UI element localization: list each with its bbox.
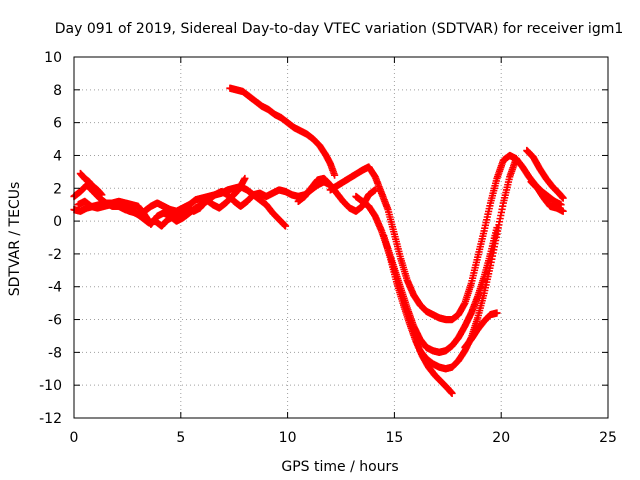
series-arc-e xyxy=(294,174,379,215)
y-tick-label: 2 xyxy=(53,181,62,197)
x-tick-label: 25 xyxy=(599,430,617,446)
y-tick-label: 0 xyxy=(53,214,62,230)
y-axis-label: SDTVAR / TECUs xyxy=(7,182,23,297)
series-arc-g xyxy=(326,151,565,324)
y-tick-label: 4 xyxy=(53,148,62,164)
x-tick-label: 0 xyxy=(70,430,79,446)
data-points xyxy=(70,84,567,397)
y-tick-label: -10 xyxy=(39,378,62,394)
series-arc-i xyxy=(380,232,456,397)
series-arc-c xyxy=(74,174,249,230)
plot-frame xyxy=(73,56,609,419)
series-arc-j xyxy=(416,155,520,373)
series-arc-k xyxy=(461,309,501,352)
y-tick-label: 8 xyxy=(53,83,62,99)
data-point xyxy=(559,207,567,215)
data-point xyxy=(559,194,567,202)
data-point xyxy=(241,174,249,183)
x-tick-label: 20 xyxy=(492,430,510,446)
series-arc-d xyxy=(76,169,106,199)
x-tick-label: 10 xyxy=(279,430,297,446)
grid xyxy=(74,57,608,418)
data-point xyxy=(448,389,456,397)
y-tick-label: -2 xyxy=(48,247,62,263)
series-arc-f xyxy=(226,84,339,179)
x-tick-label: 5 xyxy=(176,430,185,446)
y-tick-label: -6 xyxy=(48,313,62,329)
y-tick-label: -8 xyxy=(48,345,62,361)
x-axis-label: GPS time / hours xyxy=(281,459,398,475)
y-tick-label: -4 xyxy=(48,280,62,296)
data-point xyxy=(98,191,106,199)
chart-title: Day 091 of 2019, Sidereal Day-to-day VTE… xyxy=(55,21,624,37)
data-point xyxy=(512,155,520,163)
series-arc-m xyxy=(527,178,567,215)
data-point xyxy=(281,222,290,230)
y-tick-label: 10 xyxy=(44,50,62,66)
y-tick-label: -12 xyxy=(39,411,62,427)
x-tick-label: 15 xyxy=(385,430,403,446)
series-arc-l xyxy=(523,146,567,202)
data-point xyxy=(493,309,501,317)
data-point xyxy=(330,171,339,179)
y-tick-label: 6 xyxy=(53,116,62,132)
